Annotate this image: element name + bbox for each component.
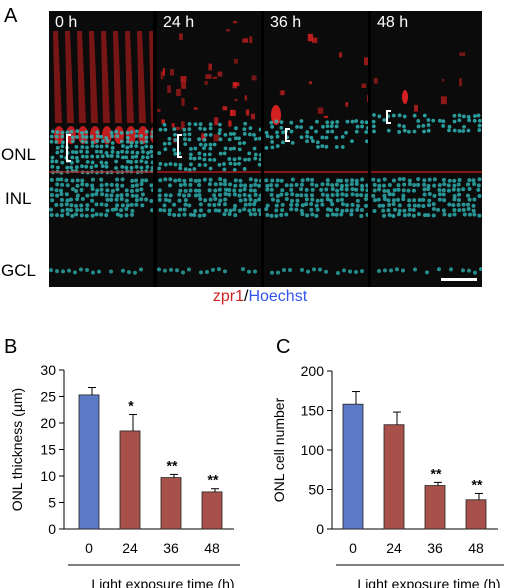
y-tick-label: 25 (40, 389, 56, 405)
y-tick-label: 150 (301, 403, 325, 419)
x-tick-label: 36 (163, 540, 179, 556)
micrograph-36h-image (264, 33, 368, 275)
micrograph-48h: 48 h (371, 11, 482, 287)
y-tick-label: 30 (40, 362, 56, 378)
panel-c-letter: C (276, 336, 291, 358)
bar (160, 477, 182, 530)
significance-marker: ** (208, 472, 219, 488)
timepoint-label-36h: 36 h (270, 14, 302, 31)
micrograph-36h: 36 h (264, 11, 368, 287)
micrograph-strip: 0 h 24 h 36 h 48 h (49, 11, 482, 287)
significance-marker: ** (472, 476, 483, 492)
bar (424, 485, 446, 530)
y-tick-label: 20 (40, 415, 56, 431)
micrograph-48h-image (371, 52, 482, 281)
x-tick-label: 48 (468, 540, 484, 556)
bar (383, 424, 405, 530)
x-tick-label: 24 (386, 540, 402, 556)
y-tick-label: 200 (301, 363, 325, 379)
bar (465, 499, 487, 530)
panel-b-letter: B (4, 336, 18, 358)
layer-label-onl: ONL (1, 145, 36, 164)
micrograph-0h-image (49, 31, 153, 275)
x-axis-label: Light exposure time (h) (357, 576, 500, 588)
x-tick-label: 0 (349, 540, 357, 556)
y-axis-label: ONL cell number (271, 397, 287, 502)
x-tick-label: 36 (427, 540, 443, 556)
x-tick-label: 0 (85, 540, 93, 556)
timepoint-label-0h: 0 h (55, 14, 78, 31)
y-tick-label: 100 (301, 442, 325, 458)
x-tick-label: 24 (122, 540, 138, 556)
micrograph-0h: 0 h (49, 11, 153, 287)
bar (119, 430, 141, 530)
y-tick-label: 5 (48, 495, 56, 511)
layer-label-inl: INL (5, 189, 32, 208)
significance-marker: * (128, 398, 134, 414)
bar (78, 394, 100, 530)
y-tick-label: 0 (316, 521, 324, 537)
y-tick-label: 50 (308, 482, 324, 498)
panel-a-letter: A (4, 5, 18, 27)
micrograph-24h-image (157, 21, 261, 275)
y-tick-label: 15 (40, 442, 56, 458)
y-tick-label: 0 (48, 521, 56, 537)
x-axis-label: Light exposure time (h) (91, 576, 234, 588)
bar (342, 403, 364, 530)
layer-label-gcl: GCL (1, 261, 36, 280)
timepoint-label-24h: 24 h (163, 14, 195, 31)
stain-legend-hoechst: Hoechst (248, 288, 308, 305)
timepoint-label-48h: 48 h (377, 14, 409, 31)
stain-legend: zpr1/Hoechst (150, 288, 370, 306)
x-tick-label: 48 (204, 540, 220, 556)
stain-legend-separator: / (243, 288, 249, 305)
y-axis-label: ONL thickness (µm) (9, 388, 25, 511)
y-tick-label: 10 (40, 468, 56, 484)
significance-marker: ** (167, 457, 178, 473)
stain-legend-zpr1: zpr1 (212, 288, 244, 305)
scale-bar (441, 278, 477, 281)
chart-onl-thickness: 0 5 10 15 20 25 30 0 * 24 ** 36 ** 48 Light exposure t… (9, 362, 240, 588)
significance-marker: ** (431, 465, 442, 481)
chart-onl-cell-number: 0 50 100 150 200 0 24 ** 36 ** 48 Light exposure ti… (271, 363, 504, 588)
micrograph-24h: 24 h (157, 11, 261, 287)
bar (201, 491, 223, 530)
